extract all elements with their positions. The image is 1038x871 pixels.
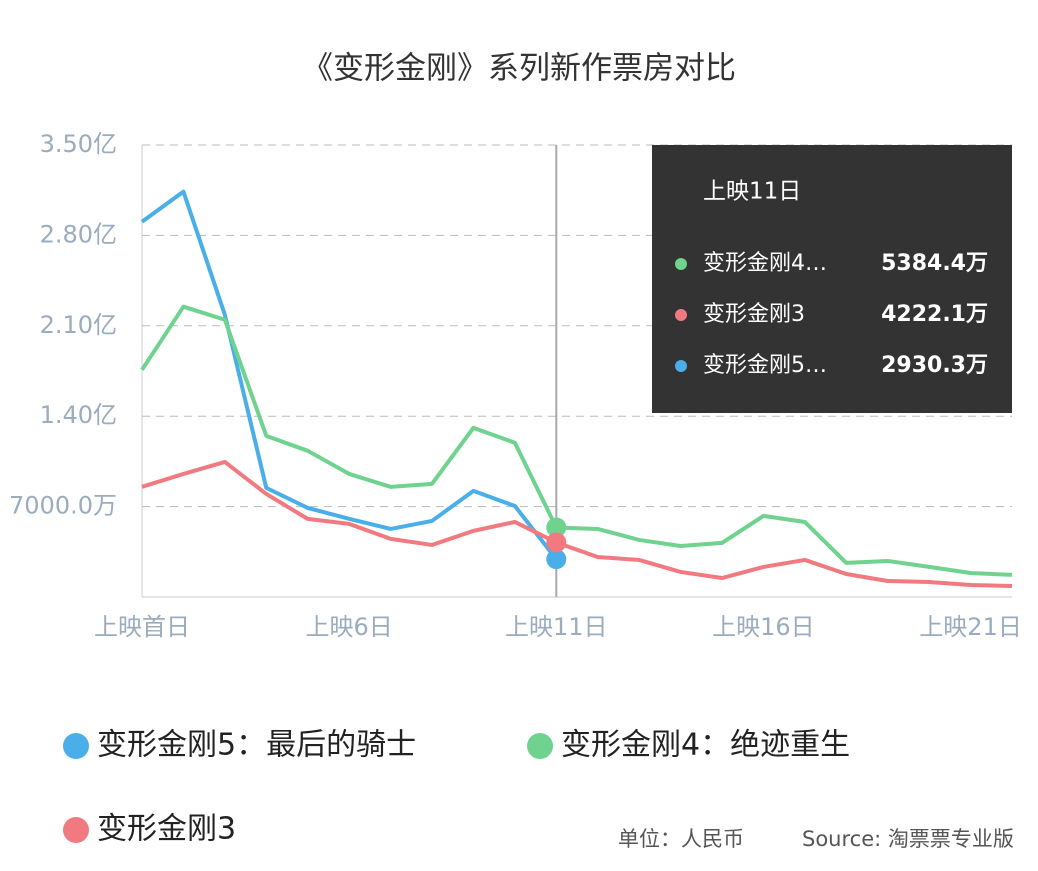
tooltip-box [652, 145, 1012, 413]
series-line [140, 189, 558, 561]
legend-marker [63, 733, 89, 759]
x-tick-label: 上映6日 [306, 613, 393, 641]
tooltip-name: 变形金刚3 [703, 302, 805, 327]
x-tick-label: 上映首日 [94, 613, 190, 641]
source: Source: 淘票票专业版 [802, 827, 1014, 851]
tooltip-dot [675, 360, 687, 372]
legend-label: 变形金刚3 [97, 812, 236, 847]
tooltip-dot [675, 309, 687, 321]
y-tick-label: 2.10亿 [40, 311, 117, 339]
x-tick-label: 上映11日 [505, 613, 608, 641]
x-tick-label: 上映16日 [712, 613, 815, 641]
y-tick-label: 1.40亿 [40, 401, 117, 429]
tooltip-value: 5384.4万 [881, 251, 988, 276]
tooltip-value: 2930.3万 [881, 353, 988, 378]
tooltip-dot [675, 258, 687, 270]
legend-label: 变形金刚4：绝迹重生 [561, 728, 850, 763]
legend-label: 变形金刚5：最后的骑士 [97, 728, 416, 763]
highlight-point [546, 517, 567, 538]
highlight-point [546, 532, 567, 553]
chart-title: 《变形金刚》系列新作票房对比 [302, 51, 736, 87]
legend-marker [63, 817, 89, 843]
series-line [141, 459, 1013, 589]
y-tick-label: 7000.0万 [9, 492, 117, 520]
y-tick-label: 3.50亿 [40, 130, 117, 158]
tooltip-value: 4222.1万 [881, 302, 988, 327]
highlight-point [546, 549, 567, 570]
legend-marker [527, 733, 553, 759]
tooltip-name: 变形金刚4… [703, 251, 827, 276]
x-tick-label: 上映21日 [919, 613, 1022, 641]
unit-note: 单位：人民币 [618, 827, 744, 851]
series-line [140, 304, 1013, 577]
tooltip-title: 上映11日 [703, 179, 801, 205]
y-tick-label: 2.80亿 [40, 220, 117, 248]
tooltip-name: 变形金刚5… [703, 353, 827, 378]
